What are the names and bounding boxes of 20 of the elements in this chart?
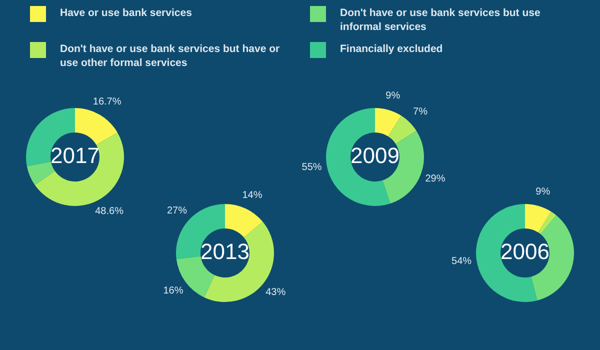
data-label: 9% [386,90,400,102]
data-label: 48.6% [95,206,124,217]
legend-label: Have or use bank services [60,6,192,20]
legend-label: Don't have or use bank services but have or use other formal services [60,42,281,70]
data-label: 43% [266,286,286,298]
data-label: 29% [425,173,446,184]
data-label: 9% [536,186,550,198]
text: 2013 [200,239,250,264]
data-label: 14% [242,190,262,201]
text: 2006 [500,239,550,264]
data-label: 27% [166,205,188,216]
data-label: 7% [413,106,428,118]
data-label: 54% [451,256,472,267]
data-label: 16.7% [92,96,122,108]
data-label: 16% [163,285,184,296]
text: 2017 [50,143,100,168]
legend-label: Don't have or use bank services but use informal services [340,6,542,34]
legend-label: Financially excluded [340,42,443,56]
data-label: 55% [302,162,322,173]
text: 2009 [350,143,400,168]
